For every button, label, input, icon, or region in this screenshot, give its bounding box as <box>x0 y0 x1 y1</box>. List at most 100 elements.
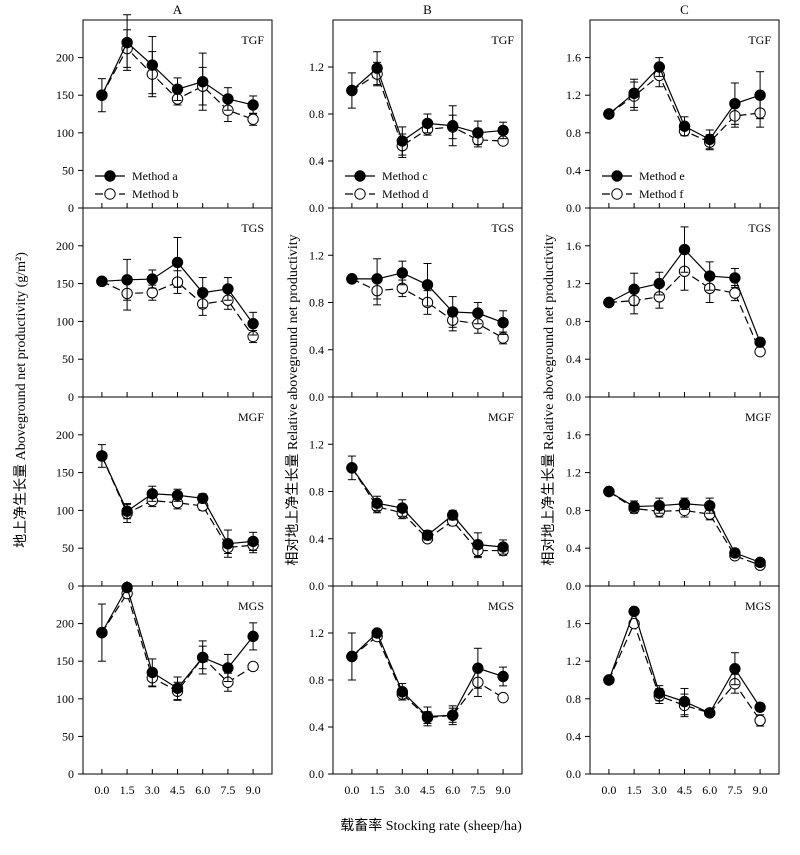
legend: Method a Method b <box>95 169 178 201</box>
y-tick-label: 0.8 <box>566 126 581 140</box>
x-tick-label: 9.0 <box>753 783 768 797</box>
panel-tgs: 0 50 100 150 200 TGS <box>56 207 273 404</box>
y-tick-label: 0.8 <box>309 673 324 687</box>
data-point <box>197 492 209 505</box>
y-tick-label: 150 <box>56 88 74 102</box>
y-tick-label: 0 <box>68 390 74 404</box>
data-point <box>121 36 133 49</box>
y-tick-label: 150 <box>56 654 74 668</box>
y-tick-label: 0.8 <box>309 107 324 121</box>
y-tick-label: 0.4 <box>309 154 324 168</box>
data-point <box>247 535 259 548</box>
data-point <box>729 97 741 110</box>
y-tick-label: 0.0 <box>566 767 581 781</box>
data-point <box>704 499 716 512</box>
data-point <box>472 662 484 674</box>
y-tick-label: 1.2 <box>309 248 324 262</box>
data-point <box>396 267 408 279</box>
column-letter: A <box>173 2 183 17</box>
data-point <box>653 499 665 512</box>
panel-frame <box>589 585 780 775</box>
y-tick-label: 0.8 <box>566 314 581 328</box>
panel-mgs: 0.0 0.4 0.8 1.2 MGS <box>309 585 523 781</box>
data-point <box>171 83 184 95</box>
x-axis-title: 载畜率 Stocking rate (sheep/ha) <box>340 817 522 834</box>
y-tick-label: 0.0 <box>309 767 324 781</box>
y-tick-label: 0.4 <box>309 343 324 357</box>
data-point <box>628 87 640 100</box>
x-tick-label: 3.0 <box>395 783 410 797</box>
data-point <box>121 581 133 594</box>
data-point <box>371 62 383 74</box>
panel-frame <box>332 396 523 587</box>
data-point <box>421 710 434 723</box>
data-point <box>421 529 434 541</box>
data-point <box>171 682 184 694</box>
data-point <box>146 488 159 500</box>
data-point <box>371 627 383 639</box>
data-point <box>396 135 408 147</box>
data-point <box>729 547 741 559</box>
data-point <box>447 120 459 132</box>
data-point <box>197 75 209 88</box>
data-point <box>653 61 665 73</box>
data-point <box>704 133 716 146</box>
panel-label: TGS <box>241 221 264 235</box>
data-point <box>603 296 615 309</box>
data-point <box>603 108 615 120</box>
series-line <box>351 631 504 718</box>
panel-label: TGS <box>491 221 514 235</box>
data-point <box>628 605 640 618</box>
panel-label: TGS <box>748 221 771 235</box>
legend-marker <box>354 188 366 200</box>
data-point <box>729 272 741 284</box>
x-tick-label: 1.5 <box>120 783 135 797</box>
y-tick-label: 200 <box>56 617 74 631</box>
series-method-d <box>346 462 509 559</box>
data-point <box>628 500 640 513</box>
chart-column-c: C 相对地上净生长量 Relative aboveground net produ… <box>541 2 780 797</box>
y-axis-title: 相对地上净生长量 Relative aboveground net produc… <box>541 234 557 565</box>
y-tick-label: 150 <box>56 277 74 291</box>
y-tick-label: 0.0 <box>309 201 324 215</box>
series-method-c <box>346 258 509 335</box>
y-tick-label: 0.8 <box>309 485 324 499</box>
data-point <box>754 556 766 569</box>
panel-label: MGF <box>745 410 771 424</box>
data-point <box>247 99 259 111</box>
y-tick-label: 0.4 <box>566 352 581 366</box>
panel-label: TGF <box>241 33 264 47</box>
series-method-a <box>96 236 259 336</box>
panel-frame <box>82 207 273 398</box>
x-tick-label: 4.5 <box>420 783 435 797</box>
series-method-e <box>603 57 766 150</box>
data-point <box>472 538 484 551</box>
series-method-b <box>96 450 259 554</box>
data-point <box>222 93 234 105</box>
panel-mgs: 0.0 0.4 0.8 1.2 1.6 MGS <box>566 585 780 781</box>
y-tick-label: 100 <box>56 314 74 328</box>
series-method-c <box>346 455 509 557</box>
data-point <box>222 537 234 550</box>
y-tick-label: 0.0 <box>566 201 581 215</box>
y-tick-label: 50 <box>62 352 74 366</box>
x-tick-label: 6.0 <box>702 783 717 797</box>
series-method-c <box>346 51 509 156</box>
data-point <box>754 714 766 727</box>
legend: Method e Method f <box>602 169 685 201</box>
data-point <box>222 662 234 674</box>
x-tick-label: 1.5 <box>627 783 642 797</box>
data-point <box>96 450 108 462</box>
data-point <box>146 666 159 679</box>
y-tick-label: 150 <box>56 466 74 480</box>
data-point <box>96 275 108 288</box>
y-axis-title: 地上净生长量 Aboveground net productivity (g/m… <box>13 252 29 548</box>
data-point <box>396 502 408 514</box>
y-tick-label: 50 <box>62 729 74 743</box>
data-point <box>447 306 459 318</box>
y-tick-label: 100 <box>56 503 74 517</box>
x-tick-label: 9.0 <box>246 783 261 797</box>
legend-marker <box>354 170 366 182</box>
x-tick-label: 6.0 <box>195 783 210 797</box>
panel-mgf: 0 50 100 150 200 MGF <box>56 396 273 593</box>
